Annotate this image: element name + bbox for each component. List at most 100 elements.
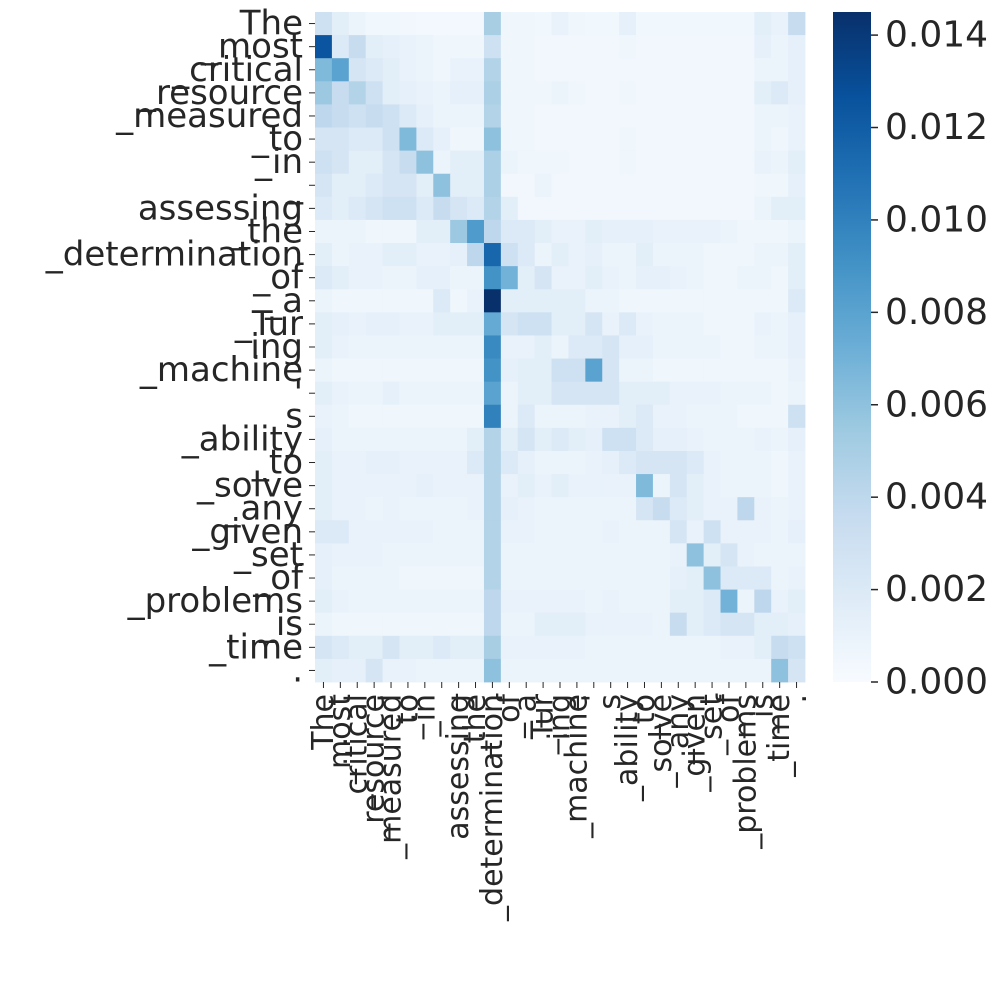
heatmap-cell [450, 566, 468, 590]
heatmap-cell [382, 150, 400, 175]
heatmap-cell [568, 58, 586, 82]
heatmap-cell [771, 12, 789, 36]
heatmap-cell [720, 427, 738, 452]
heatmap-cell [450, 612, 468, 637]
heatmap-cell [433, 81, 451, 105]
heatmap-cell [500, 335, 519, 359]
heatmap-cell [754, 589, 772, 614]
heatmap-cell [602, 219, 620, 244]
heatmap-cell [602, 543, 620, 567]
heatmap-cell [365, 150, 383, 175]
heatmap-cell [551, 589, 569, 614]
heatmap-cell [771, 35, 789, 59]
heatmap-cell [433, 566, 451, 590]
heatmap-cell [483, 150, 502, 175]
heatmap-cell [788, 612, 806, 637]
y-tick-label: _Tur [234, 304, 303, 344]
x-tick-label: _most [323, 694, 358, 785]
heatmap-cell [602, 12, 620, 36]
x-tick-label: _any [661, 694, 696, 765]
heatmap-cell [754, 104, 772, 128]
heatmap-cell [450, 381, 468, 406]
heatmap-cell [703, 497, 721, 521]
heatmap-cell [331, 497, 350, 521]
heatmap-cell [483, 312, 502, 336]
heatmap-cell [365, 543, 383, 567]
y-tick-label: _problems [127, 581, 303, 621]
heatmap-cell [720, 589, 738, 614]
heatmap-cell [483, 81, 502, 105]
heatmap-cell [348, 635, 367, 660]
heatmap-cell [686, 404, 705, 429]
heatmap-cell [720, 404, 738, 429]
heatmap-cell [450, 335, 468, 359]
heatmap-cell [534, 266, 552, 290]
heatmap-cell [382, 635, 400, 660]
heatmap-cell [636, 312, 654, 336]
heatmap-cell [382, 427, 400, 452]
heatmap-cells [315, 12, 806, 683]
y-tick-label: s [285, 396, 303, 436]
heatmap-cell [399, 289, 417, 313]
heatmap-cell [669, 450, 688, 475]
heatmap-cell [399, 520, 417, 544]
heatmap-cell [619, 266, 637, 290]
heatmap-cell [754, 243, 772, 267]
heatmap-cell [551, 35, 569, 59]
heatmap-cell [483, 427, 502, 452]
heatmap-cell [517, 150, 536, 175]
y-tick-label: _to [251, 119, 303, 159]
heatmap-cell [585, 173, 603, 198]
heatmap-cell [686, 635, 705, 660]
heatmap-cell [737, 12, 755, 36]
heatmap-cell [534, 219, 552, 244]
heatmap-cell [348, 358, 367, 383]
heatmap-cell [686, 381, 705, 406]
heatmap-cell [416, 35, 434, 59]
heatmap-cell [467, 12, 485, 36]
heatmap-cell [365, 266, 383, 290]
x-tick-label: _the [458, 694, 493, 759]
heatmap-cell [382, 589, 400, 614]
heatmap-cell [720, 635, 738, 660]
heatmap-cell [703, 474, 721, 498]
heatmap-cell [551, 543, 569, 567]
heatmap-cell [416, 81, 434, 105]
heatmap-cell [331, 289, 350, 313]
heatmap-cell [669, 127, 688, 152]
heatmap-cell [602, 427, 620, 452]
heatmap-cell [619, 150, 637, 175]
heatmap-cell [771, 289, 789, 313]
heatmap-cell [416, 196, 434, 221]
heatmap-cell [771, 127, 789, 152]
heatmap-cell [348, 243, 367, 267]
heatmap-cell [517, 173, 536, 198]
heatmap-cell [416, 497, 434, 521]
heatmap-cell [348, 658, 367, 683]
heatmap-cell [686, 497, 705, 521]
heatmap-cell [686, 243, 705, 267]
heatmap-cell [348, 543, 367, 567]
heatmap-cell [619, 35, 637, 59]
heatmap-cell [636, 566, 654, 590]
heatmap-cell [636, 196, 654, 221]
heatmap-cell [703, 543, 721, 567]
heatmap-cell [551, 474, 569, 498]
heatmap-cell [517, 335, 536, 359]
heatmap-cell [315, 312, 333, 336]
heatmap-cell [348, 289, 367, 313]
heatmap-cell [771, 335, 789, 359]
x-tick-label: _resource [357, 694, 392, 840]
heatmap-cell [500, 266, 519, 290]
heatmap-cell [433, 612, 451, 637]
x-tick-label: s [593, 694, 628, 710]
heatmap-cell [500, 543, 519, 567]
heatmap-cell [551, 127, 569, 152]
heatmap-cell [754, 312, 772, 336]
heatmap-cell [331, 612, 350, 637]
heatmap-cell [636, 58, 654, 82]
heatmap-cell [720, 173, 738, 198]
heatmap-cell [585, 381, 603, 406]
heatmap-cell [703, 219, 721, 244]
heatmap-cell [788, 635, 806, 660]
